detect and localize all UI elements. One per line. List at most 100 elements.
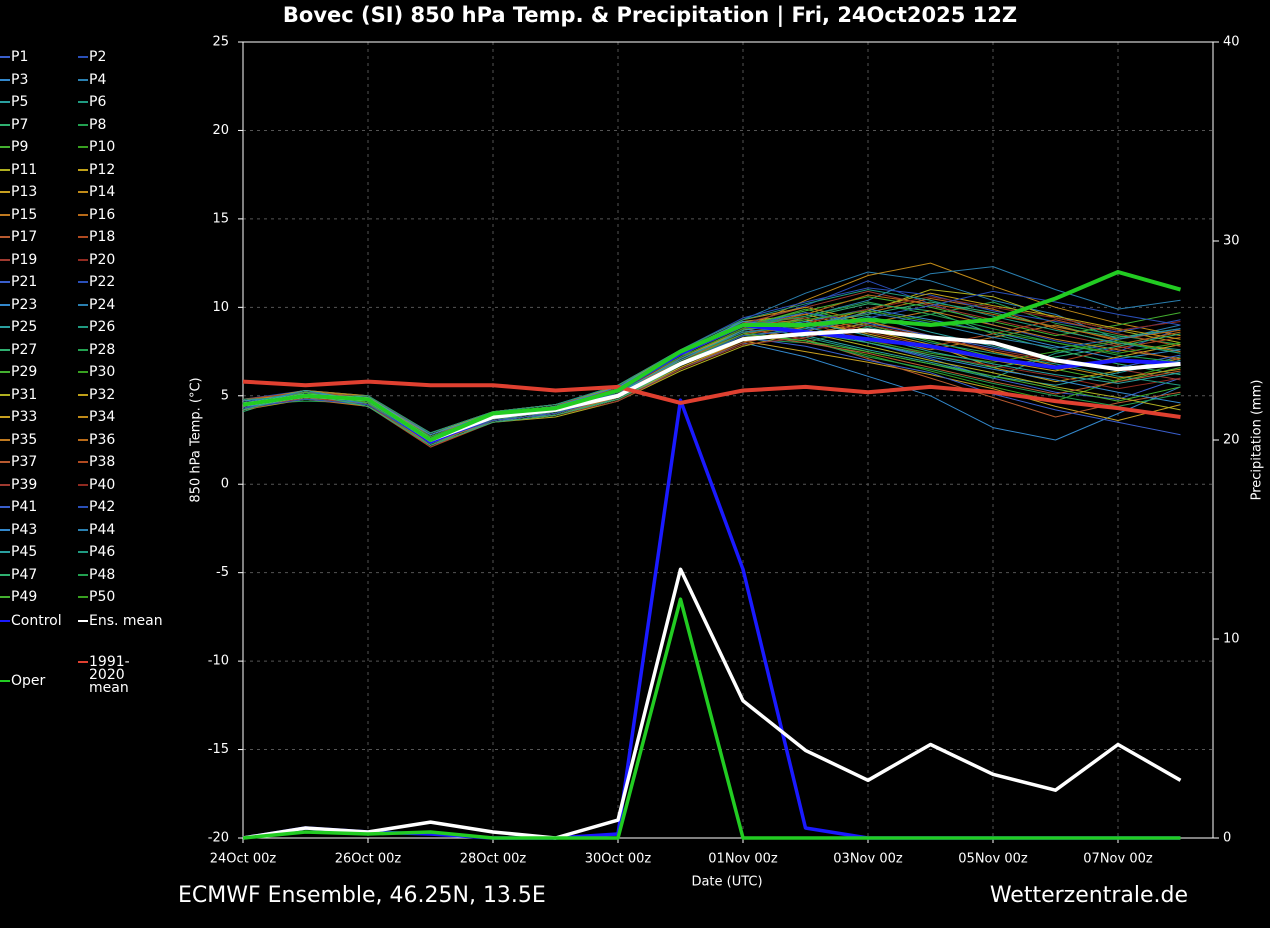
legend-label: P1: [11, 49, 29, 65]
y2-tick-label: 40: [1223, 35, 1240, 50]
legend-entry: P40: [78, 476, 166, 493]
temp-line: [242, 312, 1181, 439]
legend-label: Oper: [11, 673, 46, 689]
temp-line: [242, 292, 1181, 446]
legend-swatch: [78, 281, 88, 283]
legend-label: P47: [11, 566, 38, 583]
legend-swatch: [78, 661, 88, 663]
y2-tick-label: 20: [1223, 433, 1240, 448]
legend-swatch: [78, 56, 88, 58]
legend-label: P33: [11, 409, 38, 425]
legend-swatch: [78, 168, 88, 171]
legend-label: P26: [89, 319, 116, 335]
x-tick-label: 26Oct 00z: [335, 852, 402, 867]
x-tick-label: 05Nov 00z: [958, 852, 1028, 867]
y-tick-label: -10: [208, 654, 229, 669]
y2-tick-label: 10: [1223, 632, 1240, 647]
legend-entry: P21: [0, 275, 88, 289]
temp-line: [242, 308, 1181, 441]
legend-swatch: [78, 191, 88, 193]
legend-swatch: [0, 551, 10, 553]
temp-line: [242, 308, 1181, 441]
legend-entry: P29: [0, 365, 88, 379]
legend-label: P20: [89, 251, 116, 268]
legend-label: P48: [89, 566, 116, 583]
legend-label: P11: [11, 161, 38, 178]
legend-label: P31: [11, 386, 38, 403]
legend-swatch: [0, 393, 10, 396]
legend-entry: P45: [0, 545, 88, 559]
y-tick-label: 20: [212, 123, 229, 138]
legend-label: P49: [11, 589, 38, 605]
legend-entry: P42: [78, 500, 166, 514]
legend-entry: P50: [78, 589, 166, 605]
legend-entry: P47: [0, 566, 88, 583]
legend-label: P30: [89, 364, 116, 380]
legend-swatch: [78, 483, 88, 486]
legend-label: P24: [89, 296, 116, 313]
legend-entry: P38: [78, 454, 166, 470]
legend-entry: P27: [0, 341, 88, 358]
legend-label: P16: [89, 206, 116, 223]
legend-swatch: [78, 78, 88, 81]
temp-line: [242, 289, 1181, 434]
legend-swatch: [0, 303, 10, 306]
legend-label: P18: [89, 229, 116, 245]
footer-right: Wetterzentrale.de: [990, 883, 1188, 908]
legend-swatch: [78, 213, 88, 216]
legend-entry: P9: [0, 139, 88, 155]
chart-title: Bovec (SI) 850 hPa Temp. & Precipitation…: [283, 3, 1017, 28]
legend-entry: Control: [0, 614, 88, 628]
legend-entry: P14: [78, 185, 166, 199]
legend-label: P50: [89, 589, 116, 605]
footer-left: ECMWF Ensemble, 46.25N, 13.5E: [178, 883, 546, 908]
legend-label: P41: [11, 499, 38, 515]
legend-swatch: [78, 393, 88, 396]
legend-entry: P44: [78, 523, 166, 537]
legend-swatch: [0, 680, 10, 682]
legend-entry: P7: [0, 118, 88, 132]
legend-label: 1991-2020 mean: [89, 654, 130, 696]
legend-label: P10: [89, 139, 116, 155]
legend-label: P39: [11, 476, 38, 493]
y-tick-label: -5: [216, 565, 229, 580]
legend-entry: P35: [0, 433, 88, 447]
legend-label: P34: [89, 409, 116, 425]
legend-entry: P25: [0, 320, 88, 334]
legend-label: P9: [11, 139, 29, 155]
legend-swatch: [78, 326, 88, 328]
legend-label: P6: [89, 94, 107, 110]
legend-entry: P11: [0, 161, 88, 178]
legend-label: P5: [11, 94, 29, 110]
legend-swatch: [0, 620, 10, 622]
temp-line: [242, 324, 1181, 446]
legend-swatch: [78, 528, 88, 531]
legend-entry: P13: [0, 185, 88, 199]
legend-entry: P39: [0, 476, 88, 493]
y-axis-label: 850 hPa Temp. (°C): [189, 377, 204, 502]
legend-entry: P22: [78, 275, 166, 289]
temp-line: [242, 290, 1181, 443]
legend-entry: P18: [78, 229, 166, 245]
legend-swatch: [0, 213, 10, 216]
legend-swatch: [0, 56, 10, 58]
y2-tick-label: 30: [1223, 234, 1240, 249]
legend-swatch: [0, 281, 10, 283]
legend-label: P32: [89, 386, 116, 403]
legend-label: P38: [89, 454, 116, 470]
legend-swatch: [0, 191, 10, 193]
legend-swatch: [0, 506, 10, 508]
legend-label: P12: [89, 161, 116, 178]
legend-swatch: [0, 78, 10, 81]
legend-label: P40: [89, 476, 116, 493]
legend-entry: P49: [0, 589, 88, 605]
legend-swatch: [0, 168, 10, 171]
legend-swatch: [78, 620, 88, 622]
legend-swatch: [78, 258, 88, 261]
legend-label: Ens. mean: [89, 613, 163, 629]
legend-label: P27: [11, 341, 38, 358]
x-tick-label: 07Nov 00z: [1083, 852, 1153, 867]
legend-swatch: [0, 573, 10, 576]
legend-swatch: [78, 573, 88, 576]
